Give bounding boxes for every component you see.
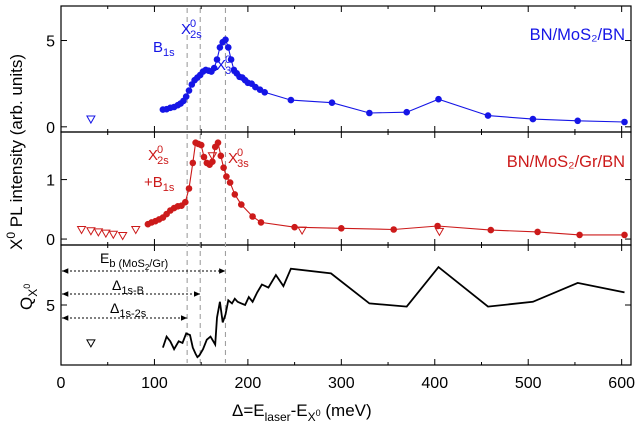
data-point [287,96,295,104]
arrow-label-delta-1s-b: Δ1s-B [112,277,144,297]
data-point [621,118,628,126]
x-tick-label-200: 200 [235,375,262,392]
y-tick-label-0: 0 [46,232,55,249]
x-tick-label-400: 400 [421,375,448,392]
data-point [534,228,541,236]
panel-top-title: BN/MoS₂/BN [530,26,625,44]
panel-middle-data [76,139,628,241]
open-triangle-marker [297,226,307,236]
open-triangle-marker [86,115,96,125]
energy-arrows [62,268,226,321]
x-tick-label-500: 500 [515,375,542,392]
data-point [189,159,197,167]
y-tick-label-0: 0 [46,120,55,137]
y-tick-label-5: 5 [46,298,55,315]
data-point [222,36,229,43]
axis-ticks: 0 100 200 300 400 500 600 0 5 0 1 5 [46,6,635,392]
annotation-x3s: X0 3s [216,54,237,77]
y-tick-label-1: 1 [46,173,55,190]
open-triangle-marker [117,231,128,241]
data-point [185,87,193,94]
open-triangle-marker [207,152,218,161]
data-point [390,226,398,233]
data-point [225,44,232,51]
data-point [249,213,256,220]
series-line [162,38,625,123]
data-point [216,44,224,51]
data-point [185,185,193,192]
open-triangle-marker [86,227,96,236]
data-point [328,99,336,106]
data-point [217,152,225,160]
x-tick-label-0: 0 [57,375,66,392]
data-point [366,109,373,117]
arrow-label-eb: Eb (MoS2/Gr) [100,250,168,272]
open-triangle-marker [76,226,87,235]
data-point [574,117,581,125]
data-point [238,201,245,208]
data-point [210,64,218,72]
panel-top-data [86,36,628,126]
x-tick-label-300: 300 [328,375,355,392]
annotation-b1s-red: +B1s [144,174,175,194]
data-point [261,89,269,96]
data-point [213,56,221,63]
data-point [214,139,222,146]
open-triangle-marker [434,227,445,237]
data-point [200,153,208,161]
y-tick-label-5: 5 [46,34,55,51]
data-point [197,141,205,149]
annotation-x3s-red: X0 3s [228,147,249,170]
data-point [484,112,492,119]
data-point [220,164,227,171]
open-triangle-marker [130,226,141,235]
arrow-label-delta-1s-2s: Δ1s-2s [110,300,147,320]
y-axis-label-bottom: QX0 [17,284,40,310]
data-point [209,158,216,165]
open-triangle-marker [108,230,119,240]
data-point [338,225,345,232]
data-point [576,231,583,239]
open-triangle-marker [93,228,104,237]
annotation-x2s: X0 2s [181,18,202,41]
x-axis-label: Δ=Elaser-EX0 (meV) [232,401,372,424]
x-tick-label-600: 600 [608,375,635,392]
annotation-b1s: B1s [153,39,175,59]
panel-middle-title: BN/MoS₂/Gr/BN [507,153,625,171]
data-point [223,173,230,180]
open-triangle-marker [86,339,96,348]
series-line [162,265,625,359]
data-point [182,93,190,100]
data-point [434,222,441,230]
data-point [231,191,239,198]
annotation-x2s-red: X0 2s [148,144,169,167]
data-point [529,115,537,123]
panel-bottom-data [86,265,625,359]
data-point [487,226,495,234]
data-point [257,219,265,226]
panel-top-frame [60,5,632,133]
x-tick-label-100: 100 [141,375,168,392]
data-point [621,231,628,239]
data-point [227,56,235,63]
data-point [403,108,411,116]
y-axis-label-shared: X0 PL intensity (arb. units) [4,54,26,250]
data-point [291,223,298,231]
data-point [226,179,234,186]
open-triangle-marker [100,229,111,239]
data-point [182,198,189,206]
data-point [435,95,442,103]
